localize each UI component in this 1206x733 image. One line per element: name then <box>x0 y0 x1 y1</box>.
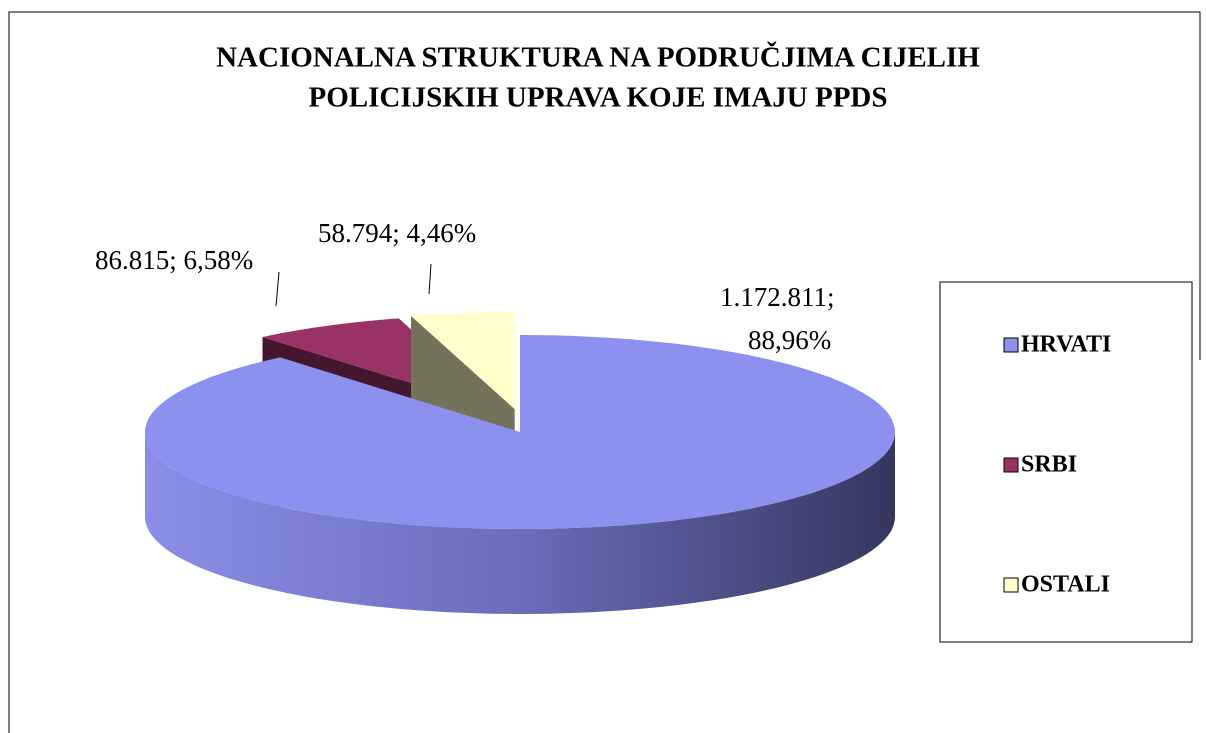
slice <box>411 312 515 410</box>
legend-swatch <box>1003 577 1019 593</box>
legend-label: OSTALI <box>1021 572 1110 598</box>
leader-line <box>275 271 280 307</box>
slice-side <box>145 432 895 614</box>
data-label: 58.794; 4,46% <box>318 218 476 248</box>
slice <box>145 335 895 529</box>
data-label-line: 1.172.811; <box>720 282 835 312</box>
chart-title: NACIONALNA STRUKTURA NA PODRUČJIMA CIJEL… <box>216 41 980 74</box>
legend-swatch <box>1003 457 1019 473</box>
leader-line <box>428 263 432 295</box>
chart-frame <box>8 11 1201 733</box>
data-label: 1.172.811; 88,96% <box>720 282 835 355</box>
legend-label: SRBI <box>1021 452 1077 478</box>
data-label-line: 88,96% <box>748 325 831 355</box>
legend-swatch <box>1003 337 1019 353</box>
chart-title: POLICIJSKIH UPRAVA KOJE IMAJU PPDS <box>308 82 887 114</box>
legend-label: HRVATI <box>1021 332 1111 358</box>
legend-box <box>939 281 1193 643</box>
data-label: 86.815; 6,58% <box>95 245 253 275</box>
